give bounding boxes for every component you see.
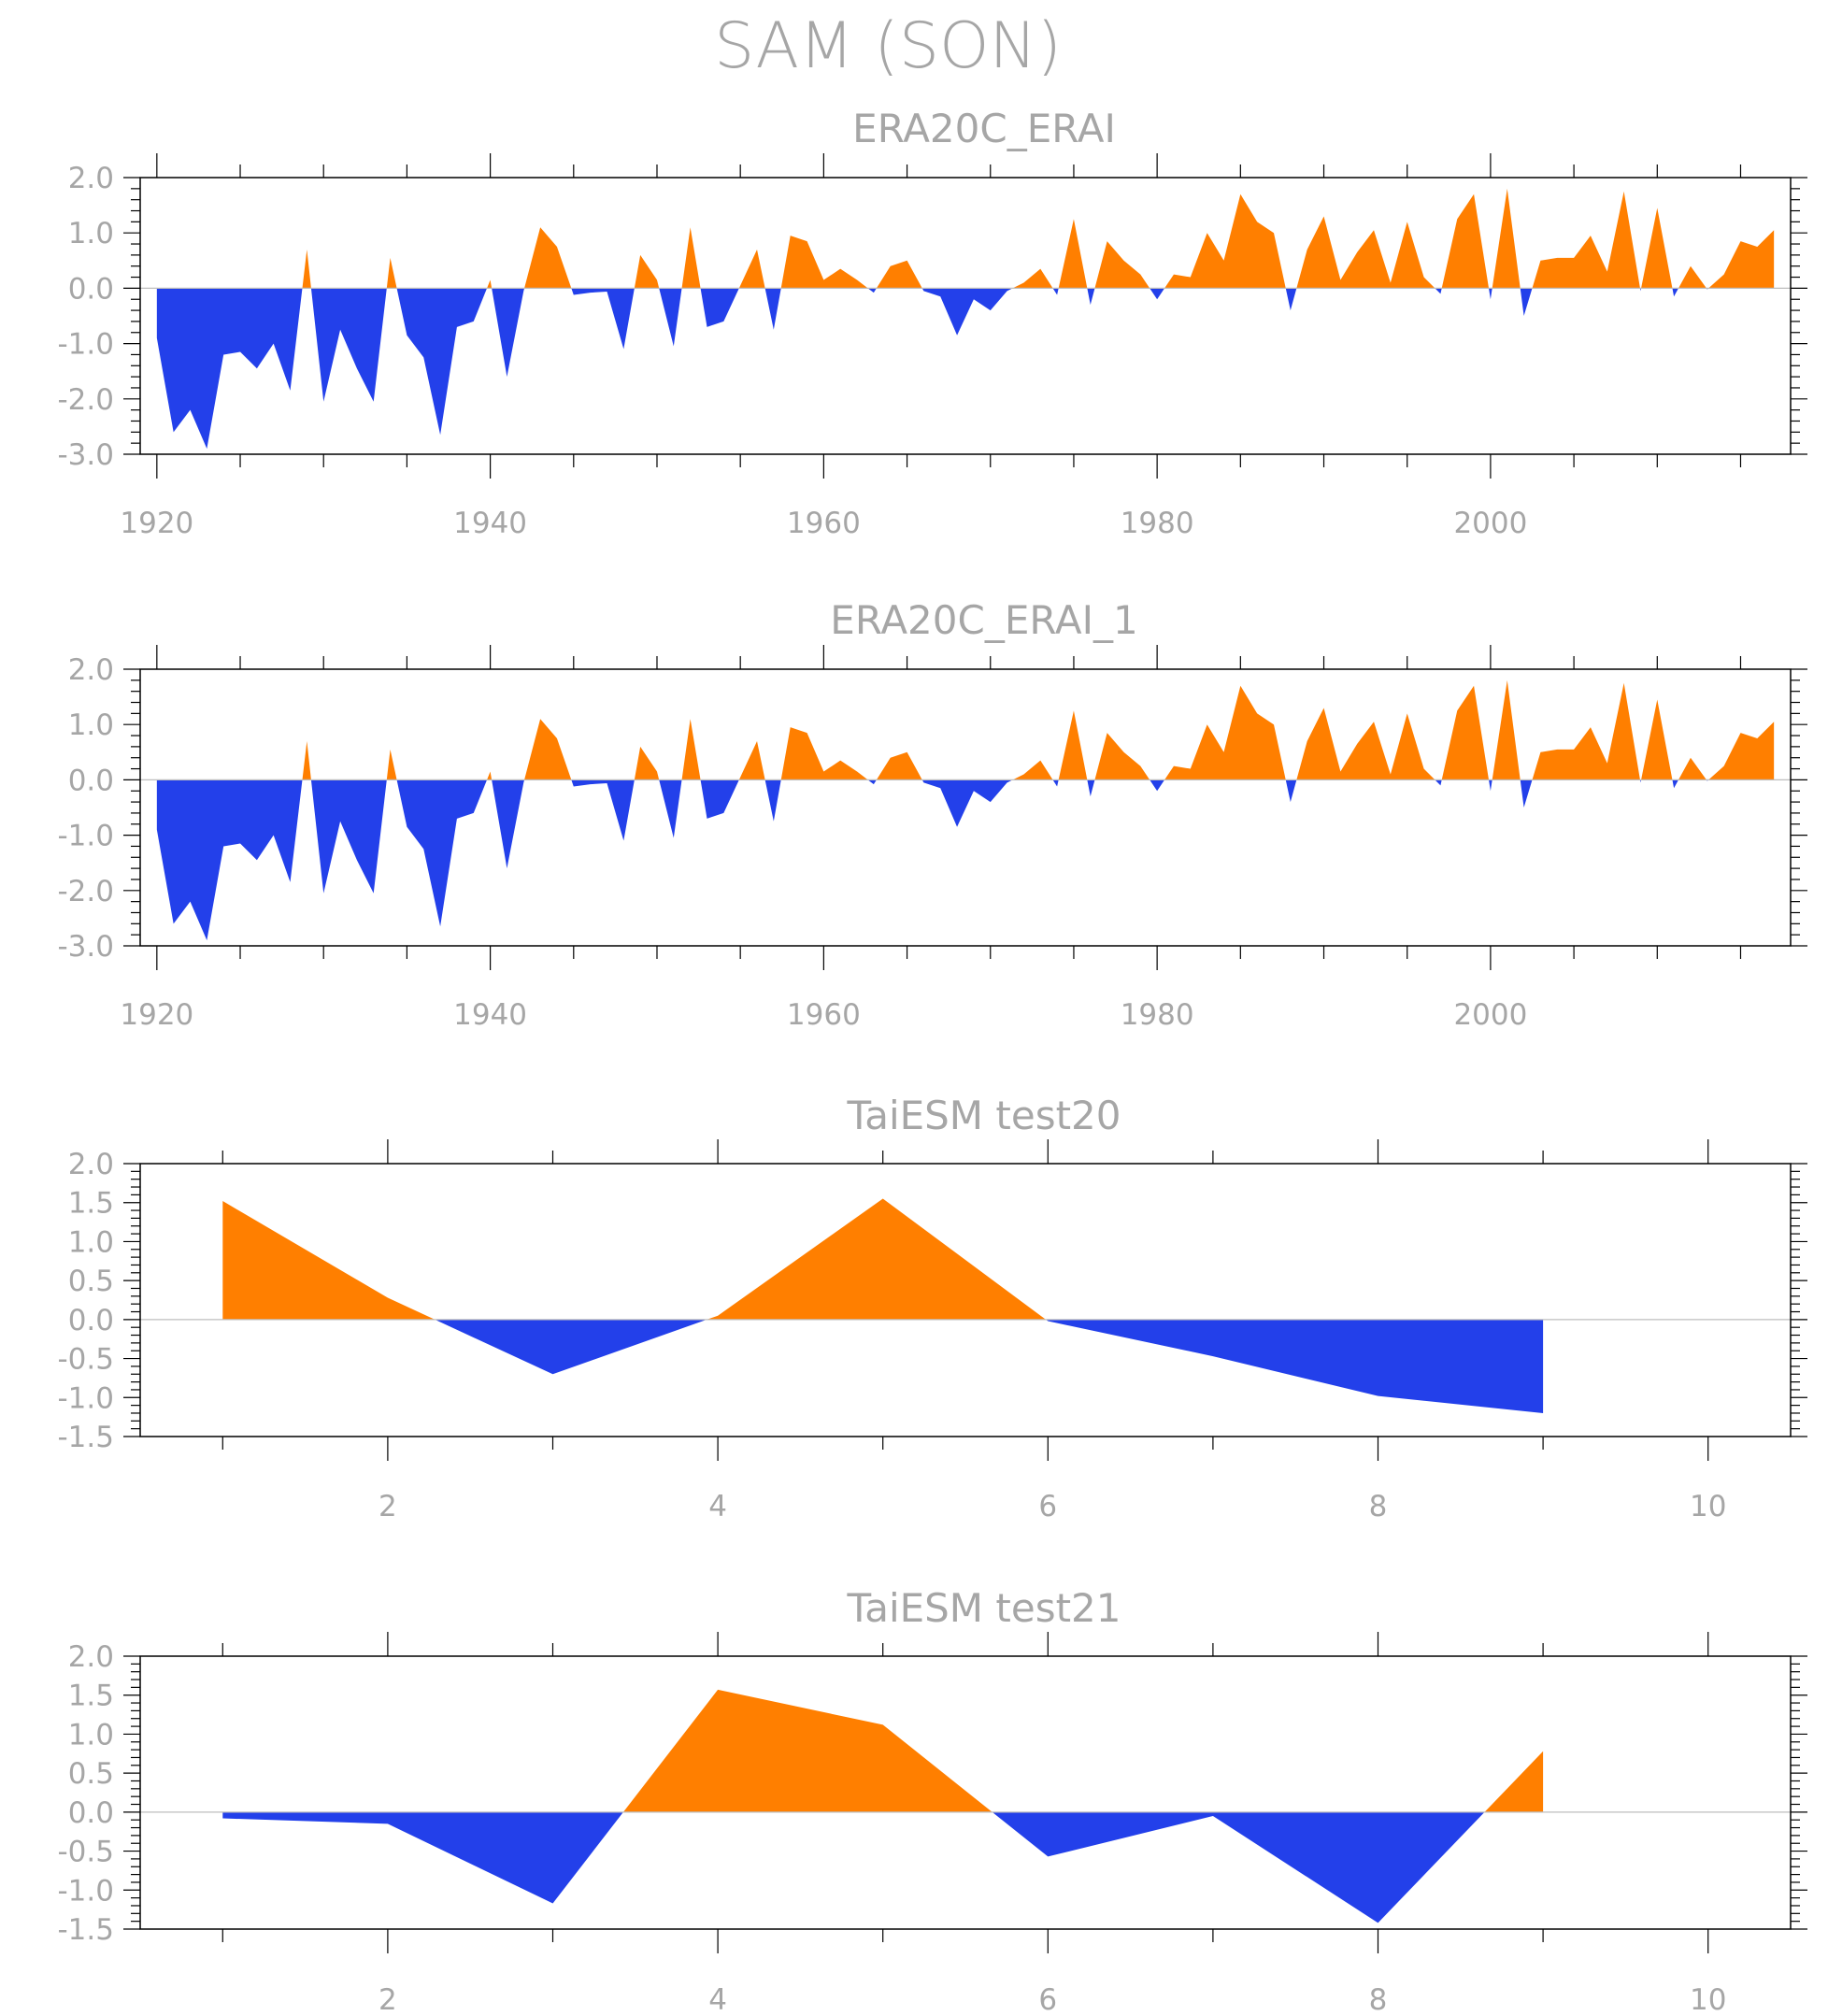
y-tick-label: -1.5 [58,1913,115,1947]
x-tick-label: 8 [1369,1983,1388,2016]
x-tick-label: 10 [1690,1983,1726,2016]
y-tick-label: 0.5 [68,1265,114,1298]
y-tick-label: -0.5 [58,1343,115,1377]
x-tick-label: 2 [378,1490,397,1523]
positive-area [622,1689,1544,1812]
y-tick-label: 1.0 [68,1225,114,1259]
y-tick-label: 0.0 [68,272,114,306]
chart-title: ERA20C_ERAI [852,106,1116,151]
x-tick-label: 4 [708,1490,727,1523]
y-tick-label: -1.0 [58,328,115,362]
y-tick-label: -1.0 [58,1381,115,1415]
x-tick-label: 1920 [120,998,193,1032]
x-tick-label: 6 [1038,1490,1057,1523]
negative-area [156,779,1709,941]
x-tick-label: 1960 [787,507,861,540]
y-tick-label: -2.0 [58,383,115,417]
y-tick-label: -3.0 [58,438,115,472]
negative-area [156,288,1775,450]
chart-title: ERA20C_ERAI_1 [830,597,1137,643]
y-tick-label: -1.0 [58,1874,115,1908]
y-tick-label: -3.0 [58,930,115,964]
y-tick-label: 1.0 [68,1718,114,1751]
y-tick-label: -1.0 [58,820,115,853]
x-tick-label: 2 [378,1983,397,2016]
x-tick-label: 1980 [1121,998,1194,1032]
y-tick-label: -0.5 [58,1836,115,1869]
y-tick-label: -1.5 [58,1421,115,1454]
y-tick-label: 2.0 [68,162,114,195]
positive-area [156,188,1775,289]
y-tick-label: -2.0 [58,875,115,908]
y-tick-label: 1.5 [68,1187,114,1221]
y-tick-label: 1.0 [68,217,114,250]
chart-panel-4: TaiESM test21 2.0 1.5 1.0 0.5 0.0 -0.5 -1.0 -1.5… [58,1585,1807,2016]
y-tick-label: 0.0 [68,1796,114,1830]
chart-panel-1: ERA20C_ERAI 2.0 1.0 0.0 -1.0 -2.0 -3.0 1920 1940… [58,106,1807,540]
y-tick-label: 2.0 [68,653,114,687]
x-tick-label: 6 [1038,1983,1057,2016]
x-tick-label: 1940 [453,507,527,540]
x-tick-label: 2000 [1453,998,1527,1032]
positive-area [156,679,1775,780]
chart-title: TaiESM test20 [847,1093,1121,1138]
y-tick-label: 0.0 [68,1304,114,1337]
plot-frame [139,1163,1792,1437]
plot-frame [139,1655,1792,1930]
negative-area [222,1319,1544,1413]
x-tick-label: 1940 [453,998,527,1032]
y-tick-label: 2.0 [68,1148,114,1181]
x-tick-label: 4 [708,1983,727,2016]
negative-area [222,1811,1544,1923]
x-tick-label: 1960 [787,998,861,1032]
y-tick-label: 2.0 [68,1640,114,1674]
plot-frame [139,177,1792,455]
figure-title: SAM (SON) [714,9,1062,83]
positive-area [222,1198,1047,1320]
x-tick-label: 1980 [1121,507,1194,540]
y-tick-label: 1.5 [68,1680,114,1713]
y-tick-label: 0.0 [68,764,114,797]
chart-panel-3: TaiESM test20 2.0 1.5 1.0 0.5 0.0 -0.5 -1.0 -1.5… [58,1093,1807,1523]
plot-frame [139,668,1792,947]
x-tick-label: 1920 [120,507,193,540]
y-tick-label: 0.5 [68,1757,114,1791]
x-tick-label: 10 [1690,1490,1726,1523]
chart-title: TaiESM test21 [847,1585,1121,1631]
x-tick-label: 2000 [1453,507,1527,540]
x-tick-label: 8 [1369,1490,1388,1523]
y-tick-label: 1.0 [68,708,114,742]
